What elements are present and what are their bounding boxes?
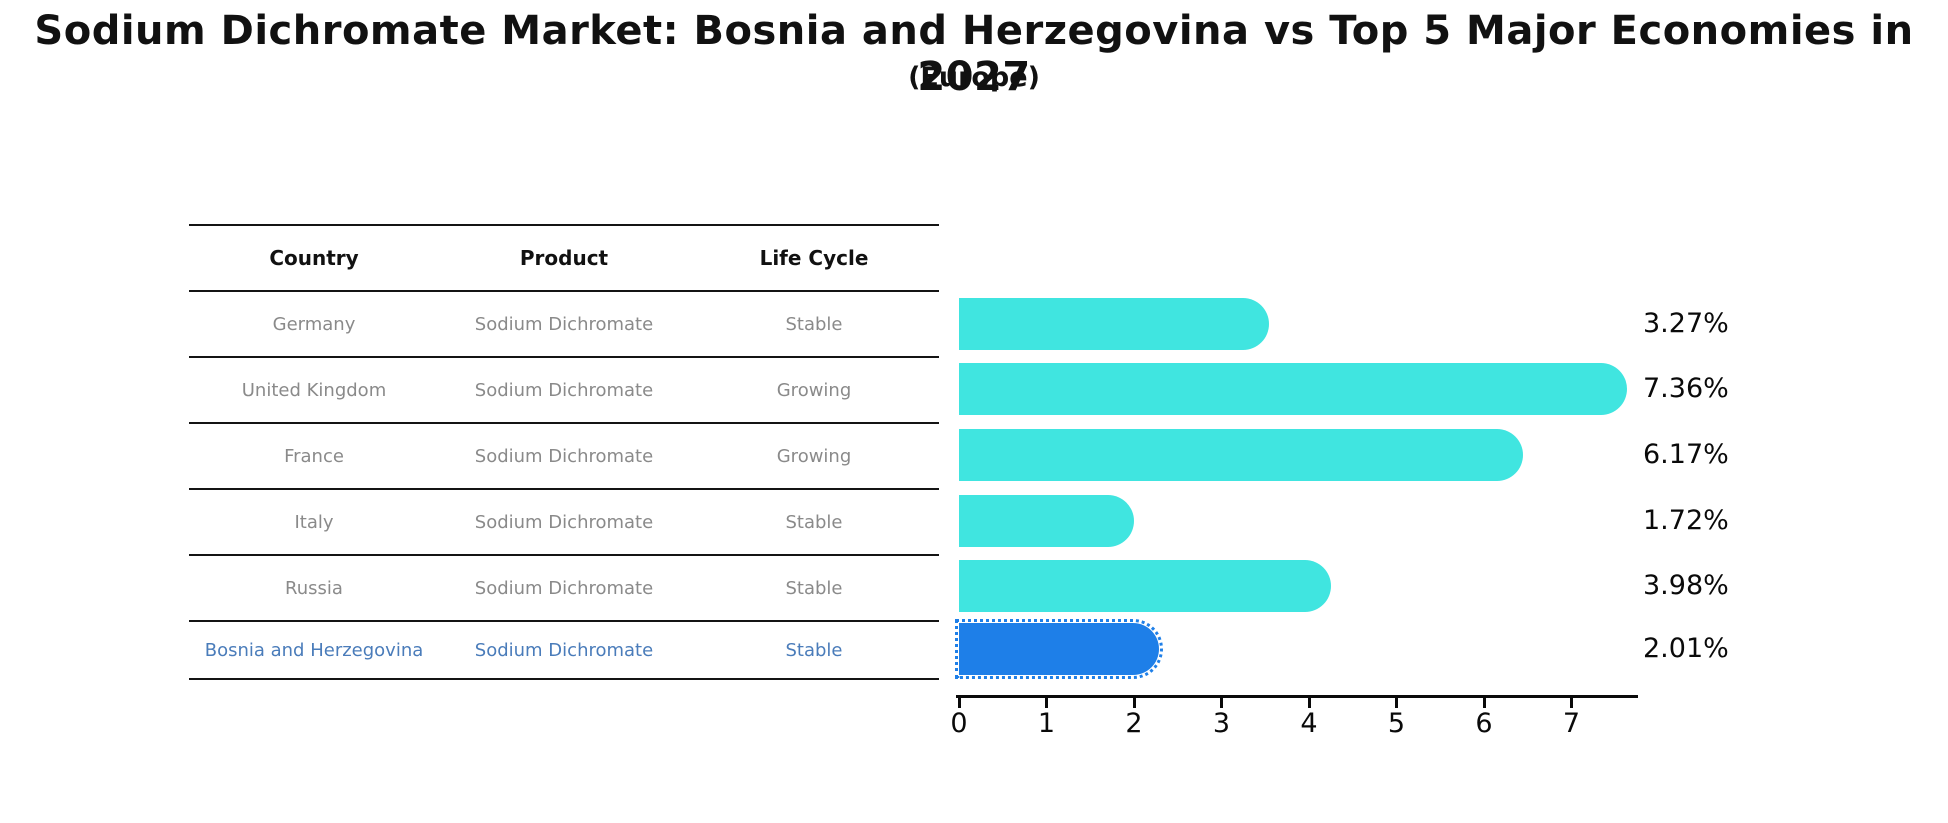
x-axis-tick-label: 5 [1387, 708, 1406, 739]
value-label-russia: 3.98% [1643, 570, 1729, 601]
x-axis-tick [1045, 695, 1048, 708]
x-axis-tick-label: 4 [1300, 708, 1318, 739]
table-header-row: Country Product Life Cycle [189, 226, 939, 292]
life-cycle-cell: Stable [785, 313, 843, 335]
bar-united-kingdom [959, 363, 1627, 415]
x-axis-tick [957, 695, 961, 708]
x-axis-tick-label: 0 [950, 708, 968, 739]
column-header-product: Product [519, 246, 609, 270]
bar-russia [959, 560, 1332, 612]
bar-france [959, 429, 1523, 481]
x-axis-tick [1220, 695, 1223, 708]
table-row-germany: Germany Sodium Dichromate Stable [189, 292, 939, 358]
table-row-russia: Russia Sodium Dichromate Stable [189, 556, 939, 622]
country-cell: Bosnia and Herzegovina [204, 639, 424, 661]
life-cycle-cell: Growing [776, 445, 852, 467]
table-row-united-kingdom: United Kingdom Sodium Dichromate Growing [189, 358, 939, 424]
country-cell: Italy [294, 511, 334, 533]
country-table: Country Product Life Cycle Germany Sodiu… [189, 224, 939, 680]
chart-subtitle: (Europe) [908, 62, 1040, 93]
x-axis-line [956, 695, 1638, 698]
column-header-life-cycle: Life Cycle [759, 246, 869, 270]
value-label-united-kingdom: 7.36% [1643, 373, 1729, 404]
country-cell: United Kingdom [241, 379, 387, 401]
value-label-germany: 3.27% [1643, 307, 1729, 339]
column-header-country: Country [269, 246, 359, 270]
x-axis-tick-label: 3 [1212, 708, 1231, 739]
chart-title: Sodium Dichromate Market: Bosnia and Her… [34, 8, 1914, 100]
x-axis-tick [1132, 695, 1136, 708]
life-cycle-cell: Stable [785, 639, 843, 661]
life-cycle-cell: Stable [785, 511, 843, 533]
country-cell: France [284, 445, 344, 467]
bar-italy [959, 494, 1134, 547]
bar-bosnia-and-herzegovina [955, 619, 1163, 679]
product-cell: Sodium Dichromate [474, 511, 654, 533]
table-row-italy: Italy Sodium Dichromate Stable [189, 490, 939, 556]
x-axis-tick-label: 2 [1125, 708, 1143, 739]
product-cell: Sodium Dichromate [474, 313, 654, 335]
product-cell: Sodium Dichromate [474, 445, 654, 467]
product-cell: Sodium Dichromate [474, 379, 654, 401]
value-label-italy: 1.72% [1643, 504, 1729, 536]
table-row-bosnia-and-herzegovina: Bosnia and Herzegovina Sodium Dichromate… [189, 622, 939, 680]
x-axis-tick-label: 1 [1037, 708, 1056, 739]
value-label-france: 6.17% [1643, 439, 1729, 470]
country-cell: Russia [285, 577, 343, 599]
x-axis-tick [1395, 695, 1398, 708]
table-row-france: France Sodium Dichromate Growing [189, 424, 939, 490]
life-cycle-cell: Stable [785, 577, 843, 599]
country-cell: Germany [272, 313, 356, 335]
product-cell: Sodium Dichromate [474, 577, 654, 599]
x-axis-tick [1482, 695, 1486, 708]
x-axis-tick [1307, 695, 1311, 708]
life-cycle-cell: Growing [776, 379, 852, 401]
product-cell: Sodium Dichromate [474, 639, 654, 661]
value-label-bosnia-and-herzegovina: 2.01% [1643, 633, 1729, 664]
x-axis-tick-label: 6 [1475, 708, 1493, 739]
x-axis-tick-label: 7 [1562, 708, 1581, 739]
bar-germany [959, 297, 1270, 350]
x-axis-tick [1570, 695, 1573, 708]
